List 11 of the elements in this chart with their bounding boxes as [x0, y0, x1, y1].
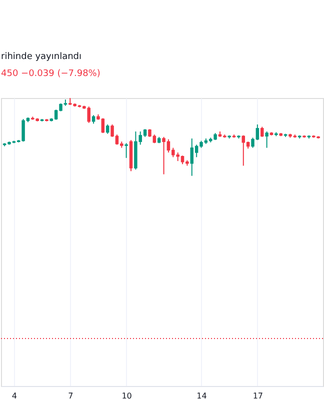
text: rihinde yayınlandı: [1, 52, 82, 62]
candlestick: [106, 124, 110, 134]
x-tick-label: 14: [196, 392, 207, 400]
x-tick-label: 4: [12, 392, 17, 400]
text: 450 −0.039 (−7.98%): [1, 69, 100, 79]
x-tick-label: 7: [68, 392, 74, 400]
candlestick: [124, 142, 128, 158]
candlestick: [265, 130, 268, 148]
candlestick: [260, 126, 264, 138]
x-tick-label: 17: [252, 392, 264, 400]
x-tick-label: 10: [122, 392, 132, 400]
